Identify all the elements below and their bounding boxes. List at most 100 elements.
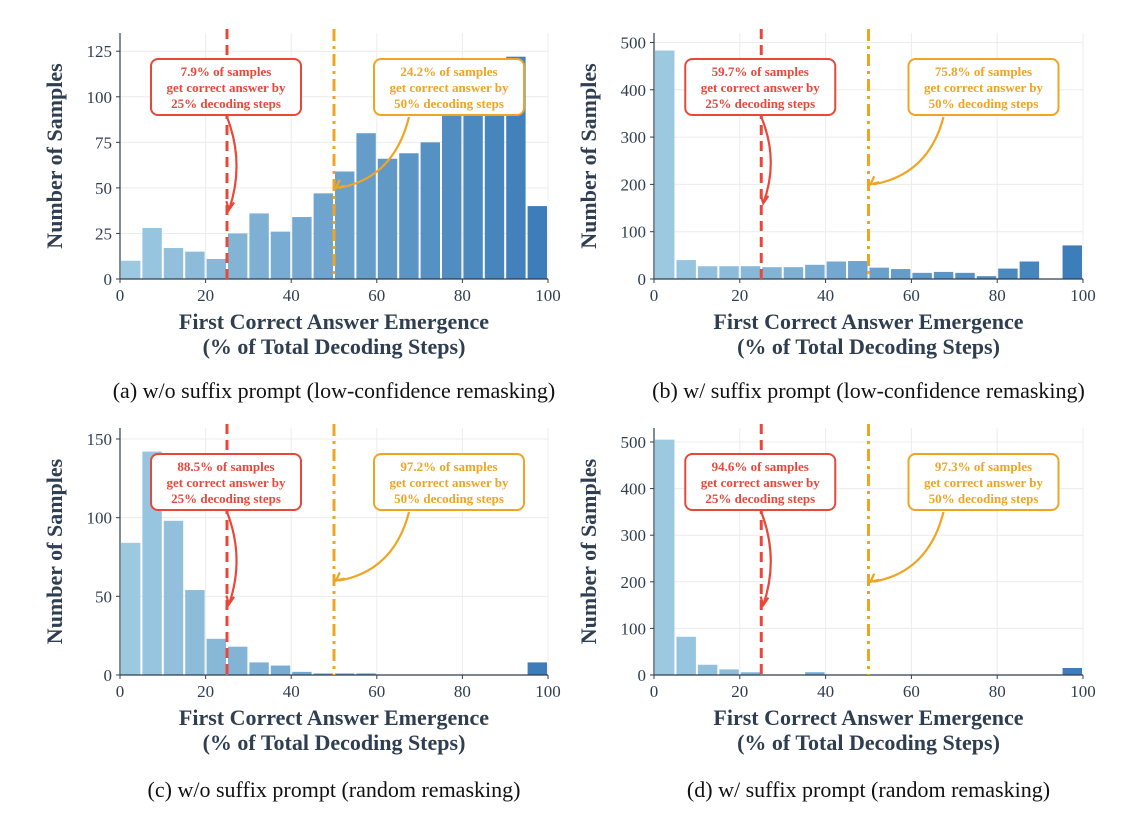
annotation-text: 50% decoding steps <box>929 491 1039 506</box>
arrow-head <box>868 175 880 186</box>
bar <box>783 267 804 279</box>
x-tick-label: 60 <box>368 682 385 701</box>
bar <box>121 260 141 279</box>
bar <box>249 213 269 279</box>
bar <box>933 271 954 279</box>
bar <box>697 664 718 675</box>
bars <box>121 451 547 675</box>
y-tick-label: 25 <box>95 224 112 243</box>
bar <box>185 251 205 279</box>
annotation-text: 94.6% of samples <box>712 459 809 474</box>
bar <box>313 673 333 675</box>
annotation-text: 25% decoding steps <box>171 96 281 111</box>
y-tick-label: 50 <box>95 179 112 198</box>
annotation-arrow <box>338 511 411 582</box>
annotation-text: 24.2% of samples <box>400 64 497 79</box>
bar <box>697 266 718 279</box>
annotation-text: 50% decoding steps <box>929 96 1039 111</box>
x-tick-label: 20 <box>731 682 748 701</box>
bar <box>655 439 675 675</box>
annotation-text: get correct answer by <box>924 80 1044 95</box>
y-tick-label: 0 <box>104 666 113 685</box>
subfigure-caption: (c) w/o suffix prompt (random remasking) <box>148 777 521 802</box>
y-tick-label: 100 <box>621 619 647 638</box>
bar <box>740 672 761 675</box>
annotation-text: 97.3% of samples <box>935 459 1032 474</box>
x-axis-label-line2: (% of Total Decoding Steps) <box>737 334 1000 359</box>
annotation-text: 25% decoding steps <box>705 491 815 506</box>
y-tick-label: 400 <box>621 81 647 100</box>
bar <box>890 269 911 279</box>
x-axis-label-line1: First Correct Answer Emergence <box>179 705 489 730</box>
annotation-box <box>373 58 525 116</box>
annotation-text: 88.5% of samples <box>177 459 274 474</box>
bar <box>335 171 355 279</box>
bar <box>805 672 825 675</box>
bar <box>377 158 398 279</box>
bar <box>399 153 419 279</box>
annotation-arrow <box>225 116 238 211</box>
x-tick-label: 80 <box>454 682 471 701</box>
annotation-box <box>684 453 837 511</box>
y-tick-label: 100 <box>621 223 647 242</box>
bar <box>1062 245 1082 279</box>
annotation-text: get correct answer by <box>924 475 1044 490</box>
bar <box>527 662 547 675</box>
x-tick-label: 0 <box>116 286 125 305</box>
bar <box>869 267 889 279</box>
bar <box>1019 261 1040 279</box>
annotation-arrow <box>760 116 772 204</box>
annotation-arrow <box>873 116 945 186</box>
chart-panel-c: 0 20 40 60 80 100 0 50 100 150 Number of Samples Fi… <box>42 424 561 802</box>
annotation-text: 75.8% of samples <box>935 64 1032 79</box>
y-tick-label: 400 <box>621 480 647 499</box>
bar <box>185 590 205 675</box>
subfigure-caption: (b) w/ suffix prompt (low-confidence rem… <box>652 378 1085 403</box>
bar <box>142 227 162 279</box>
y-tick-label: 300 <box>621 128 647 147</box>
x-axis-label-line2: (% of Total Decoding Steps) <box>203 730 466 755</box>
x-tick-label: 100 <box>535 286 561 305</box>
bar <box>270 665 291 675</box>
x-tick-label: 60 <box>903 286 920 305</box>
x-tick-label: 40 <box>283 682 300 701</box>
arrow-head <box>759 194 770 206</box>
arrow-head <box>759 596 770 608</box>
annotation-text: get correct answer by <box>389 80 509 95</box>
y-tick-label: 0 <box>104 270 113 289</box>
bar <box>740 266 761 279</box>
bar <box>356 673 376 675</box>
y-tick-label: 200 <box>621 175 647 194</box>
subfigure-caption: (a) w/o suffix prompt (low-confidence re… <box>113 378 556 403</box>
annotation-box <box>907 453 1060 511</box>
bar <box>484 73 505 279</box>
arrow-head <box>225 595 235 607</box>
annotation-arrow <box>225 511 238 605</box>
annotation-text: 25% decoding steps <box>171 491 281 506</box>
bar <box>121 542 141 675</box>
y-axis-label: Number of Samples <box>576 63 601 249</box>
x-tick-label: 100 <box>1070 682 1096 701</box>
x-tick-label: 100 <box>535 682 561 701</box>
y-tick-label: 0 <box>638 270 647 289</box>
arrow-head <box>225 200 235 213</box>
bar <box>292 217 312 279</box>
bars <box>655 439 1082 675</box>
x-tick-label: 0 <box>650 682 659 701</box>
y-tick-label: 0 <box>638 666 647 685</box>
annotation-text: get correct answer by <box>701 475 821 490</box>
bar <box>762 267 782 279</box>
bar <box>676 636 696 675</box>
annotation-text: 97.2% of samples <box>400 459 497 474</box>
chart-panel-d: 0 20 40 60 80 100 0 100 200 300 400 500 Number of Sa… <box>576 424 1096 802</box>
annotation-text: 59.7% of samples <box>712 64 809 79</box>
annotation-box <box>373 453 525 511</box>
bar <box>826 261 847 279</box>
bar <box>998 268 1018 279</box>
annotation-box <box>150 453 302 511</box>
bar <box>912 272 932 279</box>
y-tick-label: 500 <box>621 433 647 452</box>
bar <box>805 264 825 279</box>
annotation-text: 7.9% of samples <box>181 64 272 79</box>
y-tick-label: 200 <box>621 573 647 592</box>
